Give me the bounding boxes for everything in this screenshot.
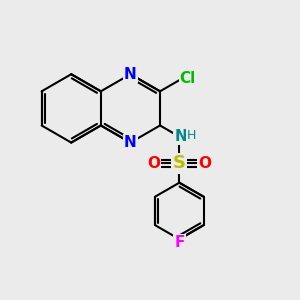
Text: F: F [174,235,184,250]
Text: S: S [173,154,186,172]
Text: Cl: Cl [180,70,196,86]
Text: N: N [124,67,137,82]
Text: N: N [124,135,137,150]
Text: N: N [175,128,187,143]
Text: O: O [199,156,212,171]
Text: H: H [187,129,196,142]
Text: O: O [147,156,160,171]
